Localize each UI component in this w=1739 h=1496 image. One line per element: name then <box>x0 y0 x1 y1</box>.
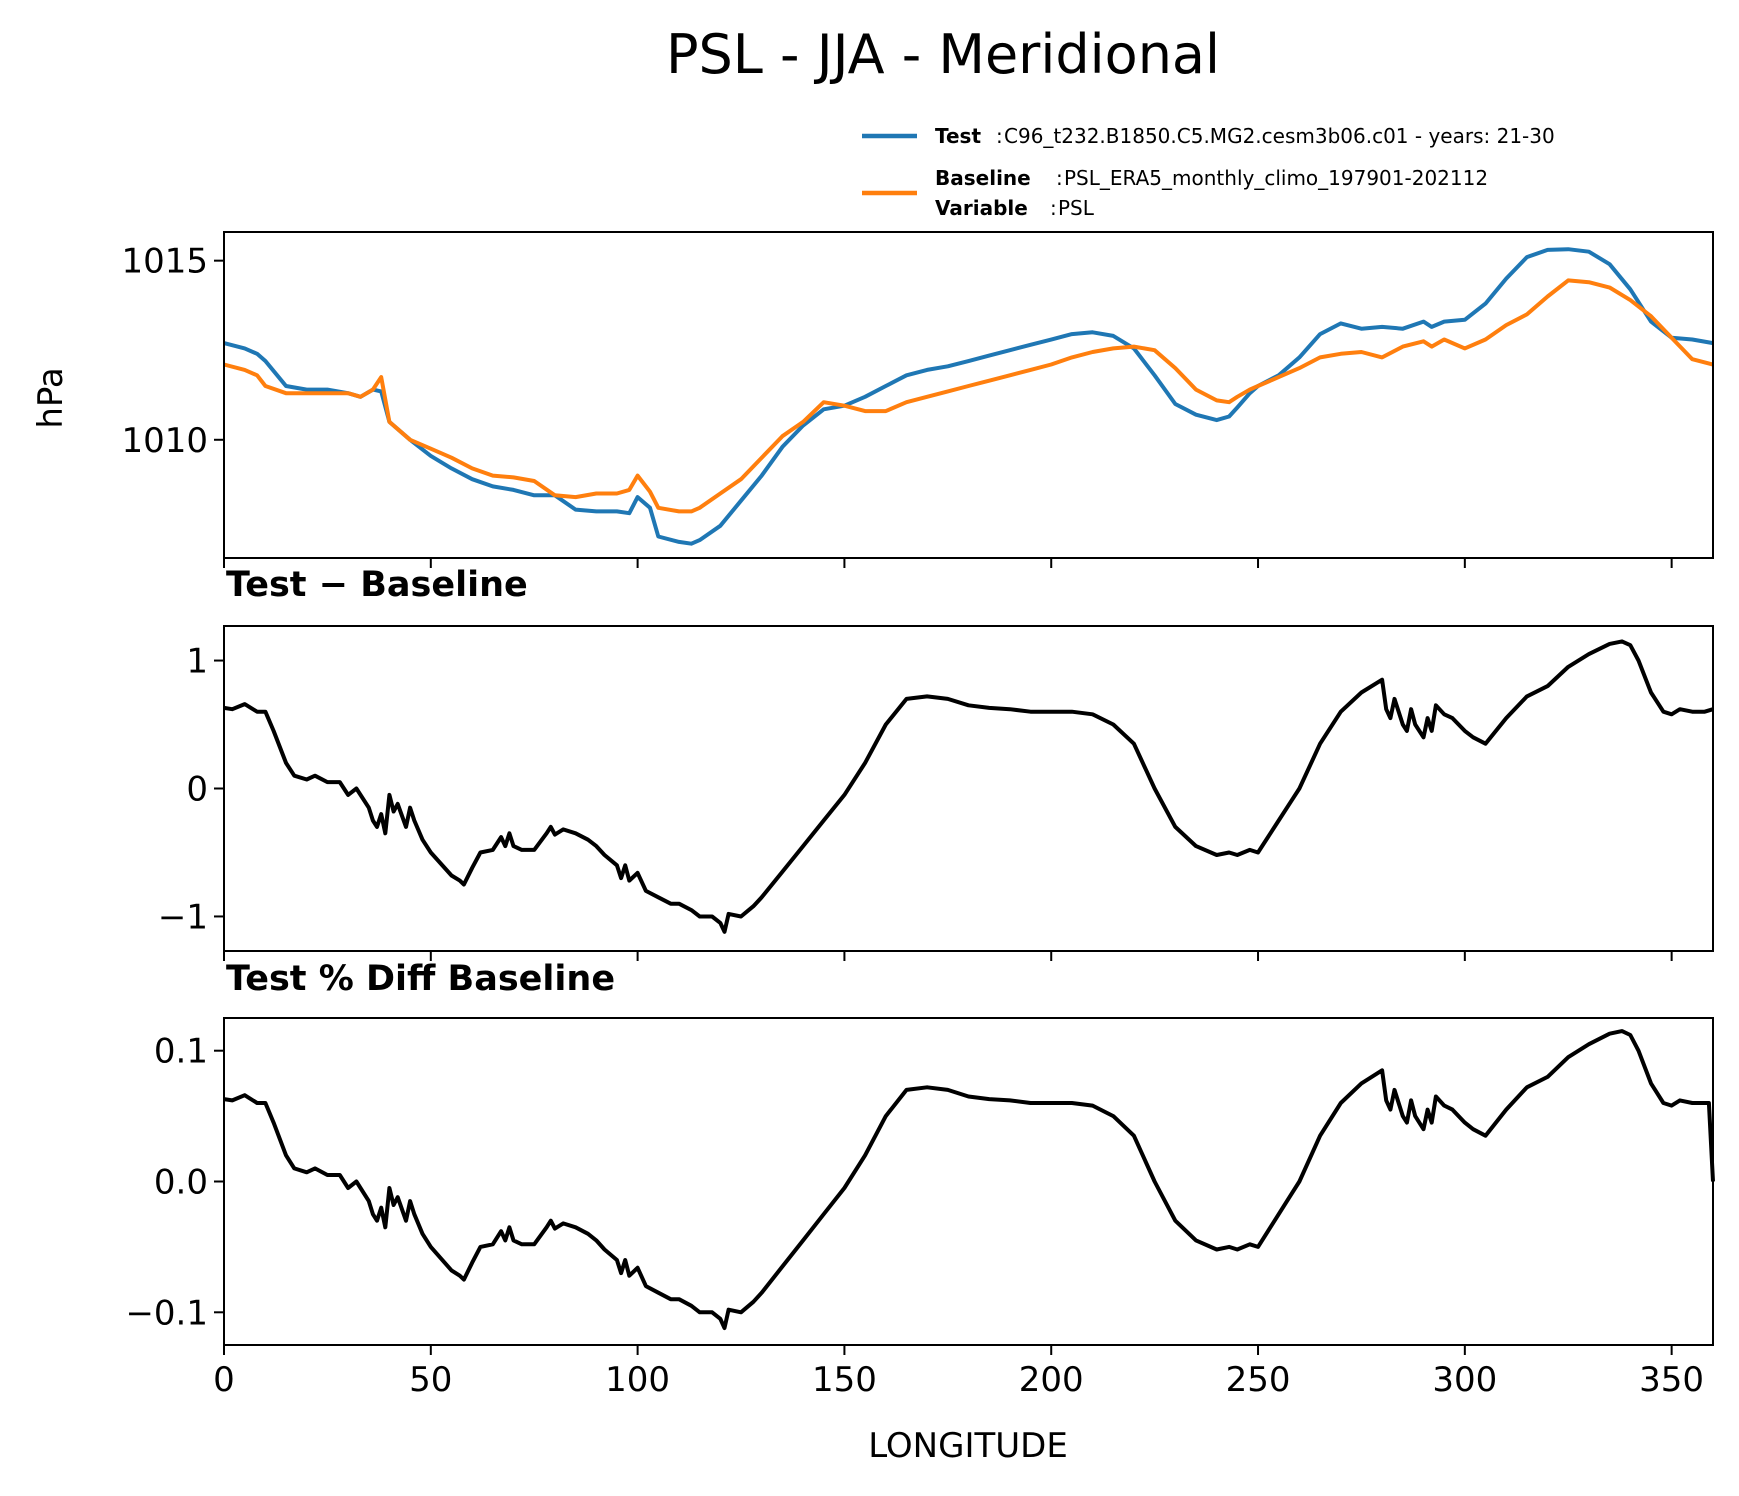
difference-panel: −1 0 1 <box>158 625 1714 961</box>
legend-baseline-sep: : <box>1056 166 1063 190</box>
y-axis-label: hPa <box>31 367 71 428</box>
x-tick-label: 150 <box>812 1360 877 1400</box>
plot-frame <box>223 1017 1714 1346</box>
legend-test-text: C96_t232.B1850.C5.MG2.cesm3b06.c01 - yea… <box>1004 124 1555 148</box>
legend-test-key: Test <box>935 124 981 148</box>
y-tick-label: 1010 <box>121 421 208 461</box>
y-tick-label: −1 <box>158 897 208 937</box>
series-line-test <box>223 247 1714 546</box>
percent-diff-panel: 0 50 100 150 200 250 300 350 −0.1 0.0 0.1 <box>125 1017 1715 1400</box>
legend-variable-text: PSL <box>1058 196 1095 220</box>
y-tick-label: 1015 <box>121 242 208 282</box>
plot-frame <box>223 625 1714 952</box>
x-tick-label: 100 <box>605 1360 670 1400</box>
series-line-baseline <box>223 278 1714 514</box>
legend: Test : C96_t232.B1850.C5.MG2.cesm3b06.c0… <box>862 124 1555 220</box>
legend-variable-sep: : <box>1050 196 1057 220</box>
x-axis-label: LONGITUDE <box>868 1426 1068 1466</box>
x-tick-label: 200 <box>1019 1360 1084 1400</box>
legend-test-sep: : <box>996 124 1003 148</box>
y-tick-label: −0.1 <box>125 1293 208 1333</box>
legend-baseline-key: Baseline <box>935 166 1031 190</box>
percent-diff-panel-title: Test % Diff Baseline <box>226 959 615 999</box>
x-tick-label: 250 <box>1226 1360 1291 1400</box>
chart-title: PSL - JJA - Meridional <box>666 23 1220 86</box>
y-tick-label: 0.1 <box>154 1032 208 1072</box>
legend-baseline-text: PSL_ERA5_monthly_climo_197901-202112 <box>1064 166 1488 190</box>
y-tick-label: 1 <box>186 642 208 682</box>
x-tick-label: 300 <box>1432 1360 1497 1400</box>
legend-variable-key: Variable <box>935 196 1028 220</box>
x-tick-label: 350 <box>1639 1360 1704 1400</box>
difference-panel-title: Test − Baseline <box>226 565 528 605</box>
plot-frame <box>223 231 1714 559</box>
x-tick-label: 50 <box>409 1360 452 1400</box>
psl-panel: 1010 1015 <box>121 231 1714 568</box>
y-tick-label: 0 <box>186 770 208 810</box>
y-tick-label: 0.0 <box>154 1163 208 1203</box>
series-line-difference <box>223 639 1714 934</box>
series-line-difference <box>223 1029 1715 1330</box>
x-tick-label: 0 <box>213 1360 235 1400</box>
